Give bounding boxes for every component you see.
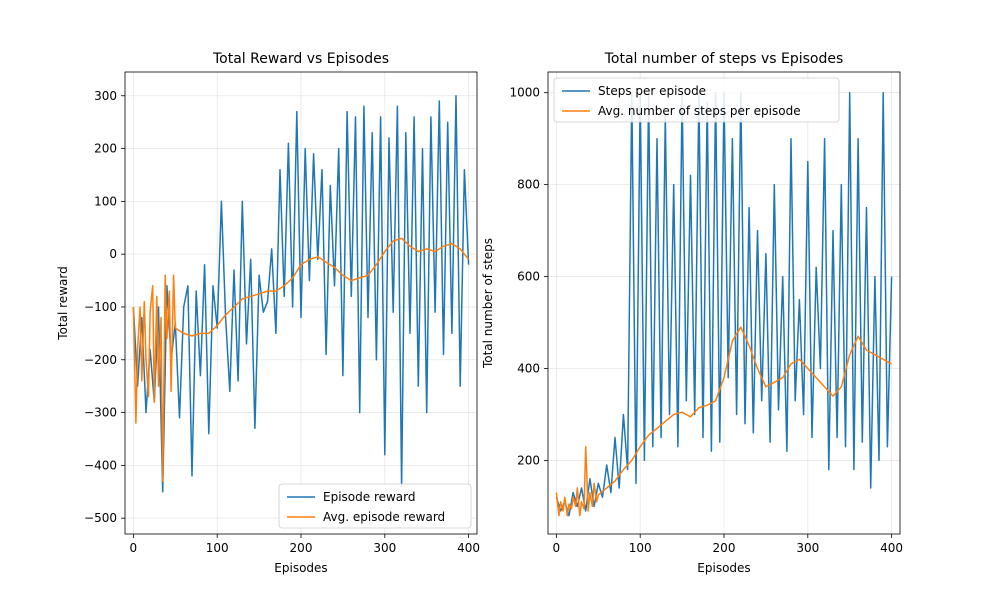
x-tick-label: 300 <box>796 541 819 555</box>
x-tick-label: 0 <box>130 541 138 555</box>
y-tick-label: 600 <box>517 270 540 284</box>
y-tick-label: 1000 <box>509 86 540 100</box>
legend-box <box>278 483 472 529</box>
y-tick-label: −100 <box>84 300 117 314</box>
plot-area <box>132 95 470 493</box>
series-line-0 <box>132 95 470 493</box>
x-tick-label: 400 <box>457 541 480 555</box>
steps-chart-title: Total number of steps vs Episodes <box>604 51 844 67</box>
legend: Episode reward Avg. episode reward <box>278 483 472 529</box>
x-tick-label: 100 <box>206 541 229 555</box>
x-tick-label: 300 <box>373 541 396 555</box>
y-tick-label: 400 <box>517 362 540 376</box>
x-tick-label: 400 <box>880 541 903 555</box>
y-tick-label: 0 <box>109 247 117 261</box>
x-tick-label: 200 <box>713 541 736 555</box>
x-tick-label: 0 <box>553 541 561 555</box>
y-tick-label: 800 <box>517 178 540 192</box>
series-line-1 <box>132 237 470 482</box>
y-axis-label: Total reward <box>56 266 70 340</box>
x-tick-label: 100 <box>629 541 652 555</box>
y-tick-label: −500 <box>84 511 117 525</box>
series-line-1 <box>555 326 892 517</box>
y-tick-label: −200 <box>84 353 117 367</box>
reward-chart: Total Reward vs Episodes 0 100 200 300 400 −5… <box>56 51 480 575</box>
legend-label-1: Avg. number of steps per episode <box>598 104 801 118</box>
y-tick-label: −300 <box>84 406 117 420</box>
steps-chart: Total number of steps vs Episodes 0 100 20… <box>481 51 903 575</box>
legend-box <box>553 77 840 123</box>
y-tick-label: −400 <box>84 458 117 472</box>
legend-label-0: Episode reward <box>323 490 416 504</box>
y-tick-label: 200 <box>94 142 117 156</box>
y-axis-label: Total number of steps <box>481 238 495 369</box>
legend-label-1: Avg. episode reward <box>323 510 445 524</box>
y-tick-label: 300 <box>94 89 117 103</box>
x-axis-label: Episodes <box>274 561 327 575</box>
y-tick-label: 100 <box>94 194 117 208</box>
x-tick-label: 200 <box>290 541 313 555</box>
legend: Steps per episode Avg. number of steps pe… <box>553 77 840 123</box>
x-axis-label: Episodes <box>697 561 750 575</box>
legend-label-0: Steps per episode <box>598 84 706 98</box>
y-tick-label: 200 <box>517 453 540 467</box>
reward-chart-title: Total Reward vs Episodes <box>212 51 389 67</box>
